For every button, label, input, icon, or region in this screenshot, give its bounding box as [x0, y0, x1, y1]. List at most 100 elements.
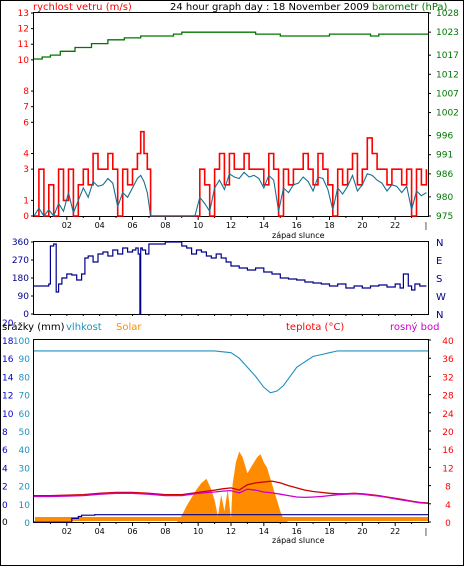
- temp-tick-label: 24: [442, 410, 454, 420]
- compass-label: N: [436, 310, 443, 321]
- chart-title: 24 hour graph day : 18 November 2009: [170, 2, 369, 13]
- legend-rain: srážky (mm): [2, 321, 65, 333]
- wind-tick-label: 3: [23, 165, 29, 175]
- humidity-tick-label: 20: [19, 483, 31, 493]
- temp-tick-label: 40: [442, 337, 454, 347]
- baro-tick-label: 996: [436, 132, 453, 142]
- baro-tick-label: 975: [436, 212, 453, 222]
- wind-tick-label: 1: [23, 196, 29, 206]
- x-tick-label-top: 10: [193, 221, 203, 230]
- compass-label: N: [436, 238, 443, 249]
- x-tick-label-bottom: 08: [160, 527, 170, 536]
- humidity-tick-label: 90: [19, 355, 31, 365]
- temp-tick-label: 4: [445, 501, 451, 511]
- x-tick-label-top: 08: [160, 221, 170, 230]
- x-tick-label-bottom: 20: [357, 527, 367, 536]
- baro-tick-label: 1017: [436, 51, 459, 61]
- humidity-tick-label: 40: [19, 446, 31, 456]
- temp-tick-label: 28: [442, 392, 454, 402]
- baro-tick-label: 1002: [436, 109, 459, 119]
- x-tick-label-bottom: 04: [95, 527, 105, 536]
- rain-tick-label: 20: [2, 319, 14, 329]
- temp-tick-label: 0: [445, 519, 451, 529]
- temp-tick-label: 8: [445, 483, 451, 493]
- dir-tick-label: 0: [23, 310, 29, 320]
- x-tick-end: |: [425, 527, 428, 536]
- sunset-label-top: západ slunce: [272, 231, 325, 240]
- baro-tick-label: 1007: [436, 89, 459, 99]
- baro-tick-label: 991: [436, 151, 453, 161]
- baro-tick-label: 1012: [436, 70, 459, 80]
- x-tick-label-bottom: 14: [259, 527, 269, 536]
- dir-tick-label: 270: [12, 256, 29, 266]
- wind-tick-label: 7: [23, 103, 29, 113]
- dir-tick-label: 90: [18, 292, 30, 302]
- temp-tick-label: 12: [442, 464, 453, 474]
- wind-tick-label: 10: [18, 56, 30, 66]
- x-tick-label-bottom: 10: [193, 527, 203, 536]
- humidity-tick-label: 50: [19, 428, 31, 438]
- dir-tick-label: 180: [12, 274, 29, 284]
- humidity-tick-label: 30: [19, 464, 31, 474]
- rain-tick-label: 12: [2, 392, 13, 402]
- compass-label: S: [436, 274, 442, 285]
- x-tick-label-bottom: 02: [62, 527, 72, 536]
- rain-tick-label: 4: [2, 464, 8, 474]
- temp-tick-label: 20: [442, 428, 454, 438]
- temp-tick-label: 32: [442, 373, 453, 383]
- plot-layers: 0134678101112139759809869919961002100710…: [2, 9, 459, 536]
- rain-tick-label: 0: [2, 501, 8, 511]
- rain-tick-label: 14: [2, 373, 14, 383]
- baro-tick-label: 980: [436, 193, 453, 203]
- wind-tick-label: 4: [23, 150, 29, 160]
- wind-tick-label: 13: [18, 9, 29, 19]
- rain-line: [34, 514, 428, 523]
- rain-tick-label: 6: [2, 446, 8, 456]
- humidity-tick-label: 100: [13, 337, 30, 347]
- humidity-tick-label: 10: [19, 501, 31, 511]
- x-tick-label-top: 02: [62, 221, 72, 230]
- baro-tick-label: 1023: [436, 28, 459, 38]
- wind-tick-label: 8: [23, 87, 29, 97]
- x-tick-label-top: 20: [357, 221, 367, 230]
- compass-label: E: [436, 256, 442, 267]
- wind-direction-line: [34, 241, 427, 315]
- dew-point-line: [34, 488, 429, 504]
- x-tick-label-top: 04: [95, 221, 105, 230]
- rain-tick-label: 10: [2, 410, 14, 420]
- baro-tick-label: 1028: [436, 9, 459, 19]
- baro-tick-label: 986: [436, 170, 453, 180]
- humidity-tick-label: 60: [19, 410, 31, 420]
- solar-baseline: [35, 517, 428, 521]
- barometer-line: [34, 31, 428, 60]
- wind-tick-label: 6: [23, 118, 29, 128]
- rain-tick-label: 16: [2, 355, 14, 365]
- x-tick-label-top: 18: [324, 221, 334, 230]
- legend-dew: rosný bod: [390, 321, 439, 333]
- legend-temp: teplota (°C): [286, 322, 344, 333]
- x-tick-end: |: [425, 221, 428, 230]
- legend-humidity: vlhkost: [66, 322, 102, 333]
- legend-solar: Solar: [116, 322, 142, 333]
- humidity-line: [34, 350, 428, 394]
- temp-tick-label: 36: [442, 355, 454, 365]
- wind-gust-line: [34, 130, 428, 217]
- wind-tick-label: 0: [23, 212, 29, 222]
- x-tick-label-bottom: 16: [292, 527, 302, 536]
- x-tick-label-bottom: 22: [390, 527, 400, 536]
- x-tick-label-top: 12: [226, 221, 236, 230]
- temp-tick-label: 16: [442, 446, 454, 456]
- wind-label: rychlost vetru (m/s): [33, 2, 132, 13]
- rain-tick-label: 18: [2, 337, 14, 347]
- baro-label: barometr (hPa): [372, 2, 448, 13]
- x-tick-label-bottom: 06: [127, 527, 137, 536]
- wind-average-line: [33, 171, 427, 218]
- rain-tick-label: 2: [2, 483, 8, 493]
- dir-tick-label: 360: [12, 238, 29, 248]
- humidity-tick-label: 70: [19, 392, 31, 402]
- rain-tick-label: 0: [2, 518, 8, 528]
- x-tick-label-bottom: 12: [226, 527, 236, 536]
